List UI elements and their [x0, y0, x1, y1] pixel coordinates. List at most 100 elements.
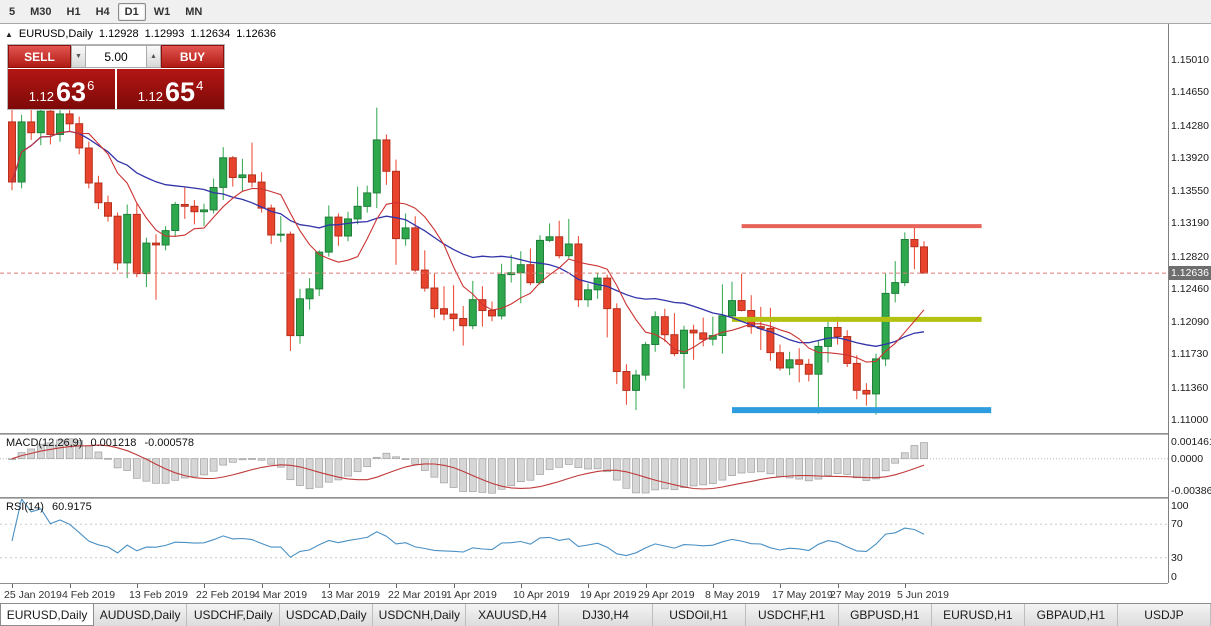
ohlc-low: 1.12634	[190, 28, 231, 40]
ohlc-high: 1.12993	[144, 28, 185, 40]
date-axis-label: 8 May 2019	[705, 589, 760, 601]
macd-label: MACD(12,26,9)	[6, 437, 83, 449]
date-tick	[329, 584, 330, 588]
buy-price-prefix: 1.12	[137, 88, 164, 104]
date-axis-label: 25 Jan 2019	[4, 589, 62, 601]
timeframe-button-MN[interactable]: MN	[185, 5, 203, 18]
date-tick	[262, 584, 263, 588]
date-tick	[905, 584, 906, 588]
date-axis-label: 27 May 2019	[830, 589, 891, 601]
rsi-axis-label: 30	[1171, 552, 1183, 564]
panel-splitter-macd[interactable]	[0, 433, 1168, 435]
timeframe-button-5[interactable]: 5	[9, 5, 16, 18]
chart-tab-EURUSD-Daily[interactable]: EURUSD,Daily	[0, 604, 95, 626]
date-axis-label: 13 Mar 2019	[321, 589, 380, 601]
chart-tabs-bar: EURUSD,Daily AUDUSD,Daily USDCHF,Daily USDC…	[0, 603, 1211, 626]
date-axis-label: 1 Apr 2019	[446, 589, 497, 601]
rsi-axis-label: 0	[1171, 571, 1177, 583]
panel-splitter-rsi[interactable]	[0, 497, 1168, 499]
chart-tab-USDCAD-Daily[interactable]: USDCAD,Daily	[280, 604, 374, 626]
date-tick	[713, 584, 714, 588]
ohlc-close: 1.12636	[236, 28, 276, 40]
price-axis-label: 1.12820	[1171, 251, 1209, 263]
timeframe-button-H1[interactable]: H1	[66, 5, 81, 18]
rsi-chart[interactable]	[0, 499, 1168, 583]
chart-tab-EURUSD-H1[interactable]: EURUSD,H1	[931, 604, 1025, 626]
chart-tab-XAUUSD-H4[interactable]: XAUUSD,H4	[466, 604, 560, 626]
price-axis-label: 1.14280	[1171, 120, 1209, 132]
tab-label: USDJP	[1144, 608, 1184, 622]
chart-symbol-label: EURUSD,Daily	[18, 28, 93, 40]
tab-label: USDCAD,Daily	[285, 608, 367, 622]
sell-price-prefix: 1.12	[28, 88, 55, 104]
chart-tab-USDCHF-H1[interactable]: USDCHF,H1	[745, 604, 839, 626]
date-axis-label: 29 Apr 2019	[638, 589, 695, 601]
sell-price-display[interactable]: 1.12 63 6	[8, 69, 115, 109]
buy-price-display[interactable]: 1.12 65 4	[117, 69, 224, 109]
rsi-axis-label: 100	[1171, 500, 1189, 512]
volume-increase-button[interactable]: ▲	[146, 45, 161, 68]
volume-decrease-button[interactable]: ▼	[71, 45, 86, 68]
chart-plots: ▲ EURUSD,Daily 1.12928 1.12993 1.12634 1…	[0, 24, 1168, 603]
date-tick	[454, 584, 455, 588]
date-axis-label: 10 Apr 2019	[513, 589, 570, 601]
quick-trade-toggle-icon[interactable]: ▲	[5, 29, 13, 39]
tab-label: AUDUSD,Daily	[99, 608, 181, 622]
price-axis-label: 1.11000	[1171, 414, 1209, 426]
buy-button[interactable]: BUY	[161, 45, 224, 68]
chart-workspace: ▲ EURUSD,Daily 1.12928 1.12993 1.12634 1…	[0, 24, 1211, 603]
macd-value-main: 0.001218	[90, 437, 137, 449]
candlestick-chart[interactable]	[0, 24, 1168, 433]
time-axis[interactable]: 25 Jan 2019 4 Feb 2019 13 Feb 2019 22 Feb 2…	[0, 583, 1168, 603]
chart-tab-GBPUSD-H1[interactable]: GBPUSD,H1	[838, 604, 932, 626]
rsi-value: 60.9175	[51, 501, 92, 513]
tab-label: EURUSD,H1	[943, 608, 1013, 622]
tab-label: USDOil,H1	[669, 608, 728, 622]
sell-price-pips: 63	[56, 77, 87, 108]
rsi-label: RSI(14)	[6, 501, 44, 513]
date-tick	[646, 584, 647, 588]
date-axis-label: 22 Mar 2019	[388, 589, 447, 601]
chart-header: ▲ EURUSD,Daily 1.12928 1.12993 1.12634 1…	[5, 28, 276, 40]
tab-label: XAUUSD,H4	[478, 608, 547, 622]
sell-button[interactable]: SELL	[8, 45, 71, 68]
date-tick	[588, 584, 589, 588]
price-axis-label: 1.11360	[1171, 382, 1209, 394]
tab-label: GBPAUD,H1	[1036, 608, 1106, 622]
tab-label: DJ30,H4	[582, 608, 629, 622]
buy-price-fraction: 4	[196, 78, 204, 93]
tab-label: GBPUSD,H1	[850, 608, 920, 622]
date-tick	[521, 584, 522, 588]
chart-tab-USDOil-H1[interactable]: USDOil,H1	[652, 604, 746, 626]
date-axis-label: 13 Feb 2019	[129, 589, 188, 601]
date-axis-label: 4 Feb 2019	[62, 589, 116, 601]
timeframe-button-M30[interactable]: M30	[30, 5, 52, 18]
macd-axis-label: -0.003865	[1171, 485, 1211, 497]
sell-price-fraction: 6	[87, 78, 95, 93]
date-tick	[838, 584, 839, 588]
macd-value-signal: -0.000578	[144, 437, 194, 449]
macd-header: MACD(12,26,9) 0.001218 -0.000578	[6, 437, 199, 449]
timeframe-button-D1[interactable]: D1	[117, 2, 146, 21]
chart-tab-AUDUSD-Daily[interactable]: AUDUSD,Daily	[94, 604, 188, 626]
macd-axis-label: 0.0000	[1171, 453, 1204, 465]
volume-input[interactable]: 5.00	[86, 45, 146, 68]
ohlc-open: 1.12928	[98, 28, 139, 40]
chart-tab-GBPAUD-H1[interactable]: GBPAUD,H1	[1024, 604, 1118, 626]
date-tick	[204, 584, 205, 588]
chart-tab-DJ30-H4[interactable]: DJ30,H4	[559, 604, 653, 626]
chart-tab-USDCHF-Daily[interactable]: USDCHF,Daily	[187, 604, 281, 626]
timeframe-button-W1[interactable]: W1	[153, 5, 171, 18]
date-axis-label: 5 Jun 2019	[897, 589, 949, 601]
date-axis-label: 19 Apr 2019	[580, 589, 637, 601]
macd-chart[interactable]	[0, 435, 1168, 497]
date-axis-label: 4 Mar 2019	[254, 589, 308, 601]
timeframe-button-H4[interactable]: H4	[95, 5, 110, 18]
chart-tab-USDCNH-Daily[interactable]: USDCNH,Daily	[373, 604, 467, 626]
price-axis[interactable]: 1.15010 1.14650 1.14280 1.13920 1.13550 1.131…	[1168, 24, 1211, 583]
current-price-tag: 1.12636	[1169, 266, 1211, 280]
one-click-trading-panel: SELL ▼ 5.00 ▲ BUY 1.12 63 6 1.12	[7, 44, 225, 110]
price-axis-label: 1.12460	[1171, 283, 1209, 295]
date-tick	[70, 584, 71, 588]
chart-tab-USDJP[interactable]: USDJP	[1117, 604, 1211, 626]
